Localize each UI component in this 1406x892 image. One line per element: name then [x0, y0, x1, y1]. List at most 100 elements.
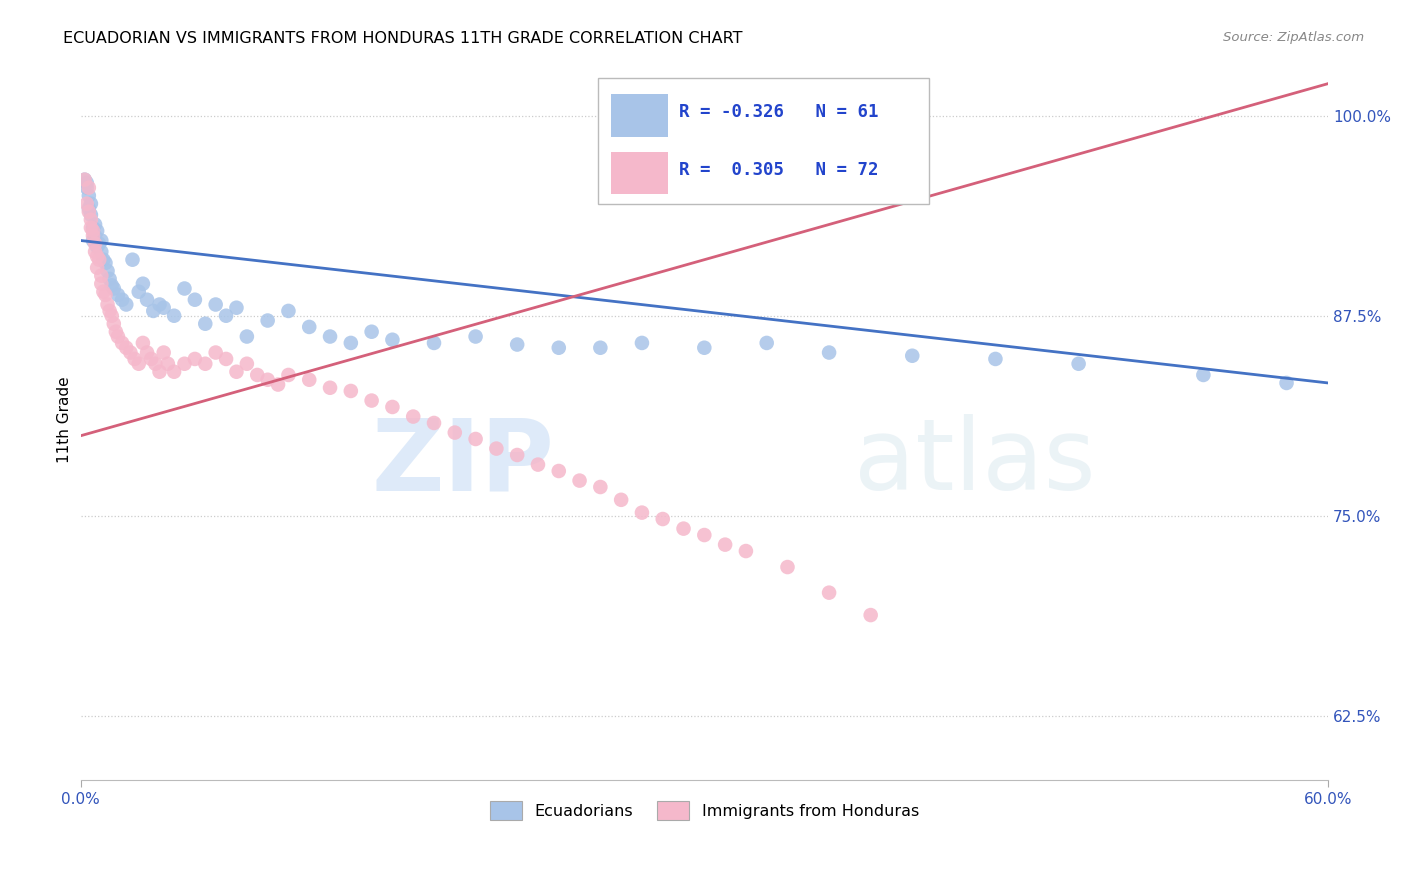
Point [464, 432, 486, 446]
Text: atlas: atlas [853, 415, 1095, 511]
Point [1275, 376, 1298, 390]
Point [132, 335, 155, 350]
Point [163, 309, 186, 323]
Point [132, 277, 155, 291]
Point [124, 351, 146, 366]
Point [256, 373, 278, 387]
Point [142, 304, 165, 318]
Point [631, 335, 654, 350]
Text: R = -0.326   N = 61: R = -0.326 N = 61 [679, 103, 879, 121]
Point [80, 212, 103, 227]
Point [184, 351, 207, 366]
Point [86, 250, 108, 264]
Point [818, 585, 841, 599]
Point [277, 368, 299, 382]
Point [148, 365, 170, 379]
Point [381, 400, 404, 414]
Point [100, 309, 122, 323]
Point [86, 260, 108, 275]
Point [73, 172, 96, 186]
Point [277, 304, 299, 318]
FancyBboxPatch shape [599, 78, 929, 203]
Point [77, 202, 100, 216]
Point [173, 281, 195, 295]
Point [225, 365, 247, 379]
Point [319, 329, 342, 343]
Point [256, 313, 278, 327]
Point [236, 329, 259, 343]
Point [86, 224, 108, 238]
Point [651, 512, 673, 526]
Point [98, 304, 121, 318]
Point [693, 341, 716, 355]
Point [111, 335, 134, 350]
Point [1192, 368, 1215, 382]
Point [163, 365, 186, 379]
Text: ECUADORIAN VS IMMIGRANTS FROM HONDURAS 11TH GRADE CORRELATION CHART: ECUADORIAN VS IMMIGRANTS FROM HONDURAS 1… [63, 31, 742, 46]
FancyBboxPatch shape [610, 152, 668, 194]
Point [156, 357, 179, 371]
Point [984, 351, 1007, 366]
Point [86, 240, 108, 254]
Point [90, 277, 112, 291]
Point [77, 204, 100, 219]
Point [693, 528, 716, 542]
FancyBboxPatch shape [610, 95, 668, 136]
Point [547, 341, 569, 355]
Point [194, 357, 217, 371]
Text: ZIP: ZIP [371, 415, 554, 511]
Point [98, 272, 121, 286]
Point [89, 252, 111, 267]
Point [90, 268, 112, 283]
Point [423, 335, 446, 350]
Point [225, 301, 247, 315]
Point [77, 188, 100, 202]
Point [610, 492, 633, 507]
Point [204, 297, 226, 311]
Point [381, 333, 404, 347]
Point [115, 341, 138, 355]
Point [107, 288, 129, 302]
Point [152, 301, 174, 315]
Point [589, 341, 612, 355]
Y-axis label: 11th Grade: 11th Grade [58, 376, 72, 463]
Point [76, 176, 98, 190]
Point [173, 357, 195, 371]
Point [104, 325, 127, 339]
Point [184, 293, 207, 307]
Point [96, 297, 118, 311]
Point [246, 368, 269, 382]
Point [80, 196, 103, 211]
Point [80, 208, 103, 222]
Point [340, 335, 363, 350]
Point [1067, 357, 1090, 371]
Point [298, 320, 321, 334]
Point [93, 285, 115, 299]
Point [506, 448, 529, 462]
Point [402, 409, 425, 424]
Point [94, 288, 117, 302]
Point [111, 293, 134, 307]
Point [204, 345, 226, 359]
Legend: Ecuadorians, Immigrants from Honduras: Ecuadorians, Immigrants from Honduras [484, 795, 925, 826]
Point [485, 442, 508, 456]
Point [120, 345, 142, 359]
Point [94, 256, 117, 270]
Point [527, 458, 550, 472]
Point [128, 357, 150, 371]
Point [423, 416, 446, 430]
Point [340, 384, 363, 398]
Point [100, 278, 122, 293]
Point [84, 236, 107, 251]
Point [96, 264, 118, 278]
Point [77, 180, 100, 194]
Point [136, 345, 159, 359]
Point [236, 357, 259, 371]
Point [82, 224, 104, 238]
Point [194, 317, 217, 331]
Point [859, 608, 882, 623]
Point [76, 180, 98, 194]
Point [631, 506, 654, 520]
Point [464, 329, 486, 343]
Point [145, 357, 167, 371]
